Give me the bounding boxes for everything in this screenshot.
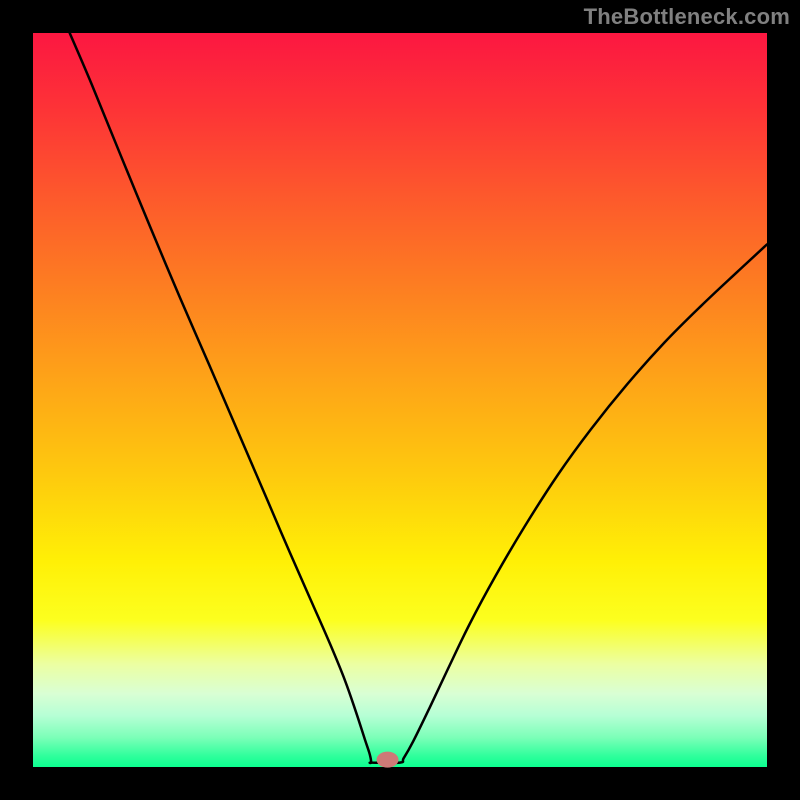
chart-plot-area	[33, 33, 767, 767]
bottleneck-marker	[377, 752, 399, 768]
bottleneck-chart	[0, 0, 800, 800]
figure-container: TheBottleneck.com	[0, 0, 800, 800]
watermark-text: TheBottleneck.com	[584, 4, 790, 30]
